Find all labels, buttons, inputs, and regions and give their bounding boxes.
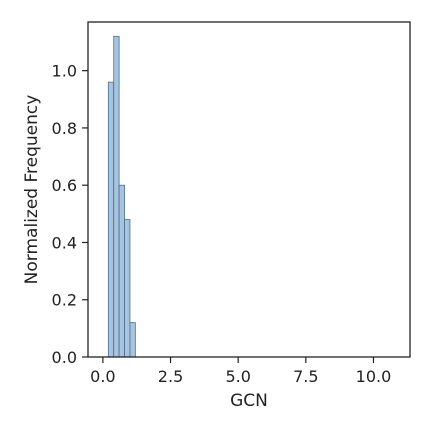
histogram-bar-2: [113, 35, 120, 358]
x-tick-label: 10.0: [356, 367, 392, 386]
x-tick-label: 2.5: [158, 367, 183, 386]
y-tick-label: 1.0: [52, 62, 77, 81]
y-tick-label: 0.2: [52, 291, 77, 310]
histogram-bar-1: [107, 81, 115, 358]
y-tick-label: 0.6: [52, 176, 77, 195]
y-tick-label: 0.4: [52, 233, 77, 252]
x-axis-ticks: 0.0 2.5 5.0 7.5 10.0: [90, 357, 391, 386]
y-axis-ticks: 0.0 0.2 0.4 0.6 0.8 1.0: [52, 62, 88, 367]
y-tick-label: 0.0: [52, 348, 77, 367]
histogram-bar-4: [124, 219, 131, 358]
histogram-bar-5: [129, 322, 136, 358]
y-axis-label: Normalized Frequency: [22, 95, 42, 285]
x-axis-label: GCN: [230, 391, 268, 411]
x-tick-label: 0.0: [90, 367, 115, 386]
x-tick-label: 5.0: [225, 367, 250, 386]
y-tick-label: 0.8: [52, 119, 77, 138]
histogram-bars: [107, 35, 136, 358]
plot-frame: [87, 21, 411, 358]
x-tick-label: 7.5: [293, 367, 318, 386]
histogram-bar-3: [118, 184, 125, 358]
